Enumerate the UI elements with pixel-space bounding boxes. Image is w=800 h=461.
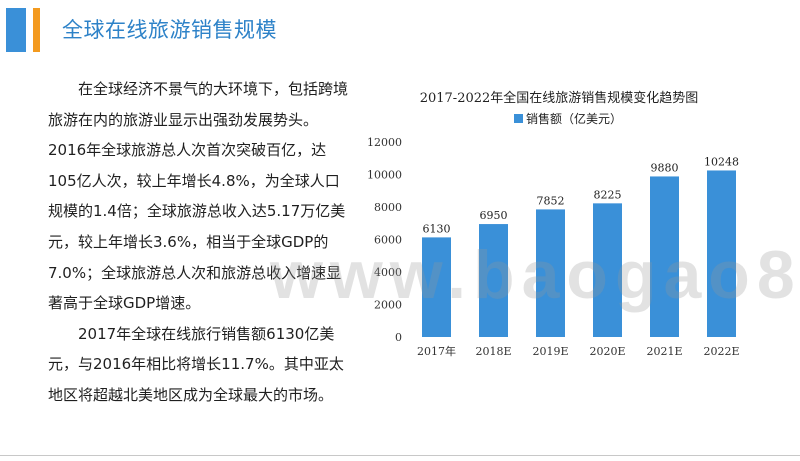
bar-2019E: [536, 209, 565, 337]
y-tick-label-3: 6000: [374, 234, 402, 247]
y-tick-label-5: 10000: [367, 169, 402, 182]
body-text: 在全球经济不景气的大环境下，包括跨境旅游在内的旅游业显示出强劲发展势头。2016…: [48, 74, 354, 411]
x-tick-label-3: 2020E: [589, 345, 625, 358]
bar-2021E: [650, 176, 679, 337]
data-labels: 6130 6950 7852 8225 9880 10248: [423, 155, 740, 235]
y-tick-label-2: 4000: [374, 266, 402, 279]
data-label-2020E: 8225: [594, 188, 622, 201]
y-tick-label-4: 8000: [374, 201, 402, 214]
data-label-2018E: 6950: [480, 209, 508, 222]
bar-series: [422, 170, 736, 337]
bar-2020E: [593, 203, 622, 337]
bottom-divider: [0, 455, 800, 456]
chart-title: 2017-2022年全国在线旅游销售规模变化趋势图: [420, 90, 699, 106]
bar-2017年: [422, 237, 451, 337]
data-label-2022E: 10248: [704, 155, 739, 168]
x-tick-label-0: 2017年: [417, 344, 456, 358]
y-tick-label-0: 0: [395, 331, 402, 344]
accent-bar-orange: [33, 8, 40, 52]
bar-2022E: [707, 170, 736, 337]
accent-bar-blue: [6, 8, 26, 52]
data-label-2021E: 9880: [651, 161, 679, 174]
y-tick-label-6: 12000: [367, 136, 402, 149]
data-label-2017年: 6130: [423, 222, 451, 235]
x-tick-label-5: 2022E: [703, 345, 739, 358]
paragraph-1: 在全球经济不景气的大环境下，包括跨境旅游在内的旅游业显示出强劲发展势头。2016…: [48, 80, 349, 313]
data-label-2019E: 7852: [537, 194, 565, 207]
y-tick-label-1: 2000: [374, 299, 402, 312]
x-tick-label-2: 2019E: [532, 345, 568, 358]
x-axis: 2017年 2018E 2019E 2020E 2021E 2022E: [417, 344, 740, 358]
bar-2018E: [479, 224, 508, 337]
legend-label: 销售额（亿美元）: [526, 111, 622, 126]
x-tick-label-1: 2018E: [475, 345, 511, 358]
chart-legend: 销售额（亿美元）: [514, 111, 622, 126]
x-tick-label-4: 2021E: [646, 345, 682, 358]
legend-swatch: [514, 114, 523, 123]
page-title: 全球在线旅游销售规模: [62, 18, 277, 42]
paragraph-2: 2017年全球在线旅行销售额6130亿美元，与2016年相比将增长11.7%。其…: [48, 324, 344, 404]
y-axis: 0 2000 4000 6000 8000 10000 12000: [367, 136, 402, 344]
